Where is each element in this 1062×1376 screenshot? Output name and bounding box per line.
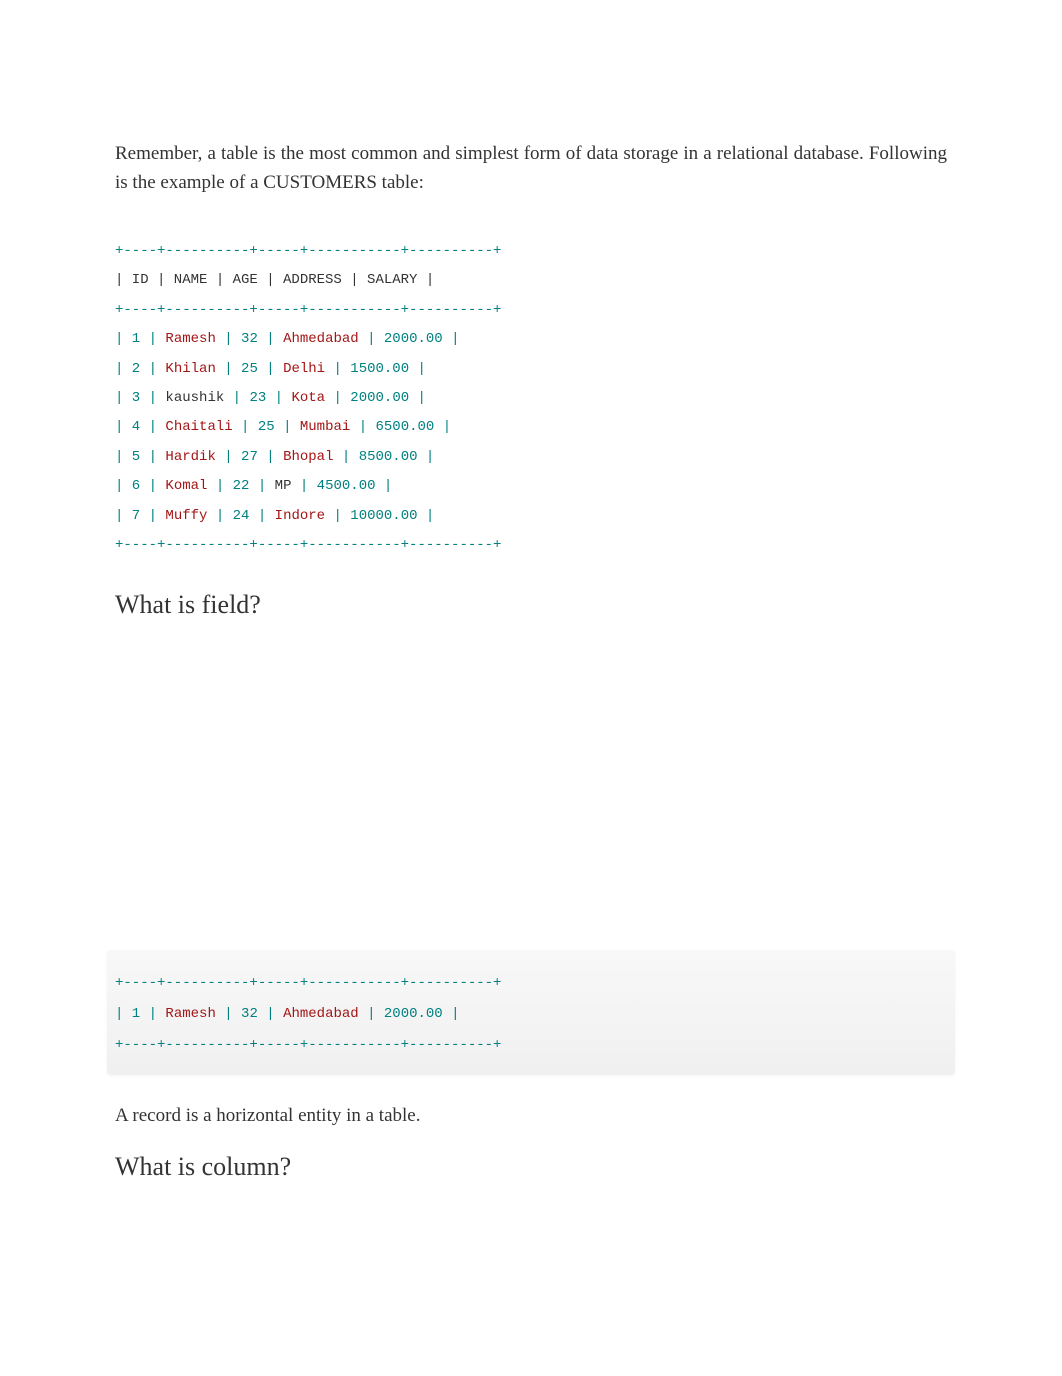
record-divider-bottom: +----+----------+-----+-----------+-----… (115, 1030, 947, 1061)
table-divider-mid: +----+----------+-----+-----------+-----… (115, 296, 947, 325)
table-divider-top: +----+----------+-----+-----------+-----… (115, 237, 947, 266)
record-divider-top: +----+----------+-----+-----------+-----… (115, 968, 947, 999)
intro-paragraph: Remember, a table is the most common and… (115, 140, 947, 197)
record-highlight-block: +----+----------+-----+-----------+-----… (107, 950, 955, 1074)
record-row: | 1 | Ramesh | 32 | Ahmedabad | 2000.00 … (115, 999, 947, 1030)
table-row: | 4 | Chaitali | 25 | Mumbai | 6500.00 | (115, 413, 947, 442)
record-table: +----+----------+-----+-----------+-----… (115, 968, 947, 1060)
heading-column: What is column? (115, 1152, 947, 1182)
record-description: A record is a horizontal entity in a tab… (115, 1105, 947, 1127)
table-header-row: | ID | NAME | AGE | ADDRESS | SALARY | (115, 266, 947, 295)
table-row: | 6 | Komal | 22 | MP | 4500.00 | (115, 472, 947, 501)
customers-table: +----+----------+-----+-----------+-----… (115, 237, 947, 560)
heading-field: What is field? (115, 590, 947, 620)
table-row: | 2 | Khilan | 25 | Delhi | 1500.00 | (115, 355, 947, 384)
table-divider-bottom: +----+----------+-----+-----------+-----… (115, 531, 947, 560)
table-row: | 3 | kaushik | 23 | Kota | 2000.00 | (115, 384, 947, 413)
table-row: | 7 | Muffy | 24 | Indore | 10000.00 | (115, 502, 947, 531)
spacer (115, 640, 947, 950)
table-row: | 5 | Hardik | 27 | Bhopal | 8500.00 | (115, 443, 947, 472)
table-row: | 1 | Ramesh | 32 | Ahmedabad | 2000.00 … (115, 325, 947, 354)
